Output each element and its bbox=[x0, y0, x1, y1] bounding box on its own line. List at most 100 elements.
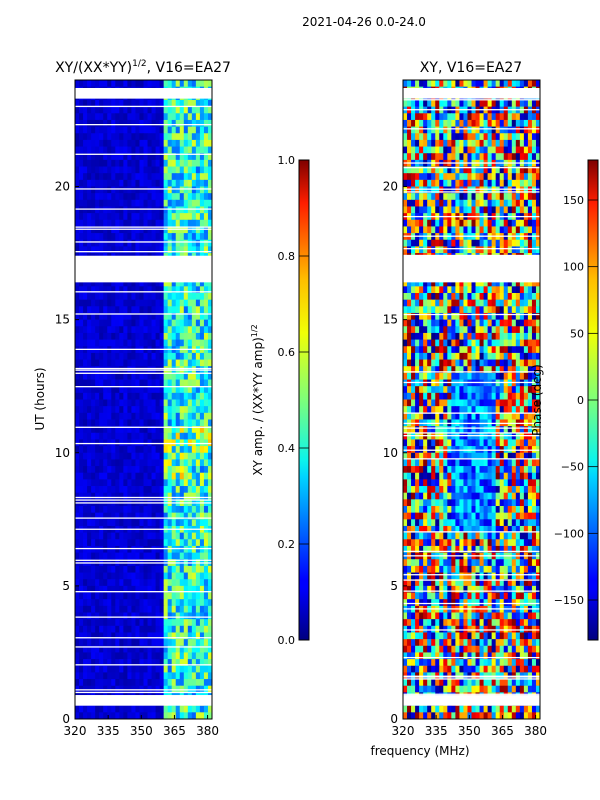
heatmap-cell bbox=[407, 319, 412, 327]
heatmap-cell bbox=[495, 359, 501, 367]
heatmap-cell bbox=[163, 199, 169, 208]
heatmap-cell bbox=[163, 512, 169, 520]
heatmap-cell bbox=[483, 246, 489, 254]
heatmap-cell bbox=[467, 312, 473, 321]
heatmap-cell bbox=[499, 173, 505, 181]
heatmap-cell bbox=[191, 173, 197, 181]
heatmap-cell bbox=[191, 446, 197, 454]
heatmap-cell bbox=[155, 213, 161, 221]
heatmap-cell bbox=[103, 506, 108, 514]
heatmap-cell bbox=[431, 226, 436, 234]
heatmap-cell bbox=[175, 659, 181, 667]
heatmap-cell bbox=[127, 492, 133, 500]
heatmap-cell bbox=[159, 306, 165, 314]
heatmap-cell bbox=[403, 166, 408, 174]
heatmap-cell bbox=[95, 665, 100, 674]
heatmap-cell bbox=[155, 486, 161, 494]
heatmap-cell bbox=[531, 372, 537, 381]
heatmap-cell bbox=[163, 645, 169, 654]
heatmap-cell bbox=[179, 579, 185, 587]
heatmap-cell bbox=[479, 219, 485, 228]
heatmap-cell bbox=[87, 312, 92, 321]
heatmap-cell bbox=[151, 645, 157, 654]
heatmap-cell bbox=[179, 213, 185, 221]
heatmap-cell bbox=[179, 226, 185, 234]
heatmap-cell bbox=[107, 639, 112, 647]
heatmap-cell bbox=[155, 605, 161, 614]
heatmap-cell bbox=[171, 665, 177, 674]
heatmap-cell bbox=[163, 585, 169, 594]
heatmap-cell bbox=[167, 532, 173, 540]
heatmap-cell bbox=[207, 386, 212, 394]
heatmap-cell bbox=[147, 372, 153, 381]
heatmap-cell bbox=[147, 113, 153, 121]
heatmap-cell bbox=[203, 539, 209, 547]
heatmap-cell bbox=[191, 179, 197, 188]
heatmap-cell bbox=[163, 186, 169, 194]
flagged-time-line bbox=[75, 559, 212, 561]
heatmap-cell bbox=[411, 166, 416, 174]
heatmap-cell bbox=[199, 319, 205, 327]
heatmap-cell bbox=[159, 619, 165, 627]
heatmap-cell bbox=[207, 466, 212, 474]
heatmap-cell bbox=[463, 299, 469, 307]
heatmap-cell bbox=[407, 326, 412, 334]
heatmap-cell bbox=[459, 279, 465, 287]
heatmap-cell bbox=[119, 213, 124, 221]
heatmap-cell bbox=[95, 712, 100, 719]
heatmap-cell bbox=[207, 332, 212, 341]
heatmap-cell bbox=[87, 153, 92, 161]
heatmap-cell bbox=[111, 293, 116, 301]
heatmap-cell bbox=[515, 173, 521, 181]
heatmap-cell bbox=[475, 99, 481, 108]
heatmap-cell bbox=[187, 312, 193, 321]
flagged-time-line bbox=[75, 291, 212, 293]
heatmap-cell bbox=[75, 679, 80, 687]
heatmap-cell bbox=[143, 146, 149, 154]
heatmap-cell bbox=[495, 126, 501, 134]
heatmap-cell bbox=[195, 599, 201, 607]
heatmap-cell bbox=[107, 139, 112, 148]
heatmap-cell bbox=[95, 106, 100, 114]
heatmap-cell bbox=[463, 126, 469, 134]
heatmap-cell bbox=[91, 632, 96, 640]
heatmap-cell bbox=[479, 286, 485, 294]
heatmap-cell bbox=[459, 139, 465, 148]
heatmap-cell bbox=[83, 539, 88, 547]
heatmap-cell bbox=[423, 352, 428, 361]
heatmap-cell bbox=[123, 632, 128, 640]
heatmap-cell bbox=[179, 479, 185, 487]
heatmap-cell bbox=[443, 346, 448, 354]
heatmap-cell bbox=[435, 193, 440, 201]
heatmap-cell bbox=[99, 312, 104, 321]
heatmap-cell bbox=[475, 312, 481, 321]
heatmap-cell bbox=[439, 80, 444, 88]
heatmap-cell bbox=[135, 166, 141, 174]
heatmap-cell bbox=[179, 99, 185, 108]
heatmap-cell bbox=[123, 672, 128, 680]
heatmap-cell bbox=[187, 639, 193, 647]
heatmap-cell bbox=[179, 133, 185, 141]
heatmap-cell bbox=[103, 492, 108, 500]
heatmap-cell bbox=[199, 392, 205, 401]
heatmap-cell bbox=[183, 572, 189, 580]
flagged-time-line bbox=[75, 496, 212, 499]
heatmap-cell bbox=[187, 286, 193, 294]
heatmap-cell bbox=[527, 119, 533, 128]
heatmap-cell bbox=[175, 432, 181, 441]
heatmap-cell bbox=[187, 486, 193, 494]
heatmap-cell bbox=[483, 359, 489, 367]
heatmap-cell bbox=[87, 472, 92, 480]
heatmap-cell bbox=[155, 572, 161, 580]
heatmap-cell bbox=[191, 206, 197, 214]
heatmap-cell bbox=[147, 679, 153, 687]
heatmap-cell bbox=[131, 625, 137, 634]
heatmap-cell bbox=[159, 293, 165, 301]
heatmap-cell bbox=[119, 599, 124, 607]
heatmap-cell bbox=[403, 346, 408, 354]
heatmap-cell bbox=[123, 506, 128, 514]
heatmap-cell bbox=[415, 126, 420, 134]
heatmap-cell bbox=[115, 299, 120, 307]
heatmap-cell bbox=[431, 379, 436, 387]
heatmap-cell bbox=[203, 426, 209, 434]
